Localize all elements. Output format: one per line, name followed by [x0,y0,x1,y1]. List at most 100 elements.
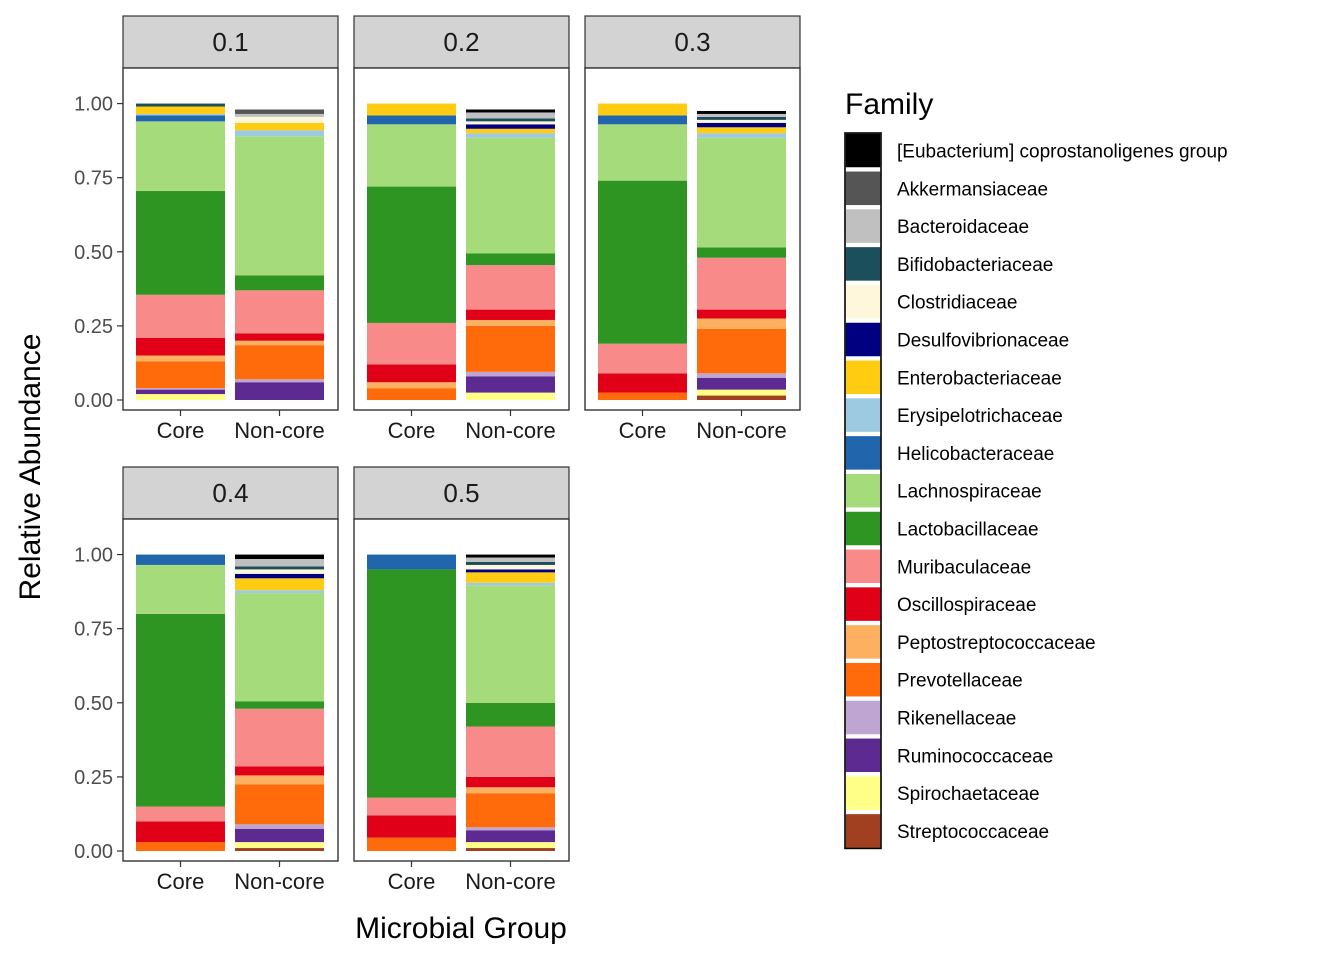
bar-non-core [697,110,786,400]
legend-item-helicobacteraceae: Helicobacteraceae [844,434,1054,472]
bar-segment-lachnospiraceae [466,137,555,254]
bar-core [598,103,687,400]
legend-swatch [844,283,882,320]
x-tick-label-core: Core [388,418,436,443]
legend-item-bifidobacteriaceae: Bifidobacteriaceae [844,245,1053,283]
bar-segment-clostridiaceae [466,121,555,125]
legend-label: [Eubacterium] coprostanoligenes group [897,142,1228,163]
legend-swatch [844,548,882,585]
y-tick-label: 0.75 [74,168,113,190]
bar-segment-muribaculaceae [466,265,555,310]
legend-item-eubacterium-coprostanoligenes-group: [Eubacterium] coprostanoligenes group [844,132,1228,169]
facet-panel-5: 0.5 Core Non-core [353,466,570,894]
bar-segment-oscillospiraceae [367,364,456,383]
facet-panel-1: 0.1 0.00 0.25 0.50 0.75 1.00 Core Non-core [74,15,339,443]
legend-label: Streptococcaceae [897,822,1049,843]
bar-segment-eubacterium-coprostanoligenes-group [466,554,555,558]
legend-label: Clostridiaceae [897,293,1017,314]
legend-item-streptococcaceae: Streptococcaceae [844,812,1049,850]
bar-segment-helicobacteraceae [136,554,225,565]
bar-segment-bacteroidaceae [235,559,324,567]
legend: Family [Eubacterium] coprostanoligenes g… [844,88,1228,850]
bar-segment-enterobacteriaceae [466,572,555,583]
bar-segment-rikenellaceae [466,827,555,831]
bar-segment-desulfovibrionaceae [697,122,786,128]
bar-segment-spirochaetaceae [466,392,555,400]
bar-segment-oscillospiraceae [466,309,555,320]
legend-item-prevotellaceae: Prevotellaceae [844,661,1023,698]
bar-segment-prevotellaceae [136,842,225,851]
bar-segment-peptostreptococcaceae [697,318,786,329]
bar-segment-peptostreptococcaceae [235,775,324,785]
bar-segment-desulfovibrionaceae [235,573,324,579]
bar-segment-oscillospiraceae [136,821,225,843]
bar-segment-oscillospiraceae [598,373,687,393]
bar-segment-peptostreptococcaceae [367,382,456,389]
bar-segment-enterobacteriaceae [136,106,225,114]
facet-panel-2: 0.2 Core Non-core [353,15,570,443]
bar-segment-bifidobacteriaceae [466,561,555,565]
bar-segment-ruminococcaceae [136,389,225,395]
legend-label: Bacteroidaceae [897,217,1029,238]
y-axis-title: Relative Abundance [14,334,47,601]
legend-label: Muribaculaceae [897,557,1031,578]
x-axis-title: Microbial Group [355,912,567,945]
bar-segment-spirochaetaceae [697,389,786,396]
bar-segment-erysipelotrichaceae [697,133,786,138]
facet-panels: 0.1 0.00 0.25 0.50 0.75 1.00 Core Non-core 0.2 Co… [74,15,801,894]
bar-segment-lachnospiraceae [235,593,324,702]
legend-label: Peptostreptococcaceae [897,633,1096,654]
legend-label: Spirochaetaceae [897,784,1040,805]
panel-border [353,67,570,411]
legend-item-muribaculaceae: Muribaculaceae [844,548,1031,585]
legend-label: Desulfovibrionaceae [897,331,1069,352]
bar-segment-clostridiaceae [235,569,324,574]
bar-core [367,554,456,851]
bar-segment-bifidobacteriaceae [235,566,324,570]
bar-core [136,103,225,400]
x-tick-label-core: Core [157,869,205,894]
bar-segment-muribaculaceae [367,322,456,365]
bar-segment-muribaculaceae [598,343,687,374]
bar-non-core [466,554,555,851]
legend-label: Prevotellaceae [897,671,1023,692]
bar-segment-lachnospiraceae [235,136,324,276]
facet-panel-4: 0.4 0.00 0.25 0.50 0.75 1.00 Core Non-core [74,466,339,894]
bar-segment-prevotellaceae [466,325,555,372]
bar-segment-streptococcaceae [697,395,786,400]
facet-strip-label: 0.4 [212,478,248,508]
bar-segment-prevotellaceae [367,837,456,851]
y-tick-label: 0.00 [74,841,113,863]
legend-swatch [844,472,882,509]
bar-segment-erysipelotrichaceae [235,590,324,594]
bar-segment-peptostreptococcaceae [136,355,225,362]
legend-swatch [844,321,882,358]
legend-swatch [844,699,882,736]
bar-non-core [466,109,555,400]
bar-segment-helicobacteraceae [136,115,225,122]
legend-item-spirochaetaceae: Spirochaetaceae [844,774,1040,812]
bar-segment-prevotellaceae [697,328,786,374]
bar-segment-lactobacillaceae [235,275,324,291]
bar-segment-oscillospiraceae [367,815,456,838]
bar-segment-lactobacillaceae [136,613,225,807]
y-tick-label: 0.00 [74,390,113,412]
bar-segment-rikenellaceae [466,371,555,377]
bar-segment-eubacterium-coprostanoligenes-group [235,554,324,560]
bar-segment-bacteroidaceae [466,557,555,562]
bar-segment-prevotellaceae [466,793,555,828]
bar-core [136,554,225,851]
legend-item-erysipelotrichaceae: Erysipelotrichaceae [844,396,1063,434]
legend-swatch [844,585,882,623]
x-tick-label-non-core: Non-core [465,869,555,894]
bar-segment-muribaculaceae [136,294,225,338]
bar-segment-prevotellaceae [367,388,456,400]
bar-segment-streptococcaceae [466,848,555,851]
x-tick-label-core: Core [619,418,667,443]
bar-segment-bifidobacteriaceae [136,103,225,107]
bar-segment-spirochaetaceae [466,842,555,849]
bar-segment-muribaculaceae [235,290,324,334]
facet-strip [122,466,339,520]
legend-swatch [844,434,882,472]
